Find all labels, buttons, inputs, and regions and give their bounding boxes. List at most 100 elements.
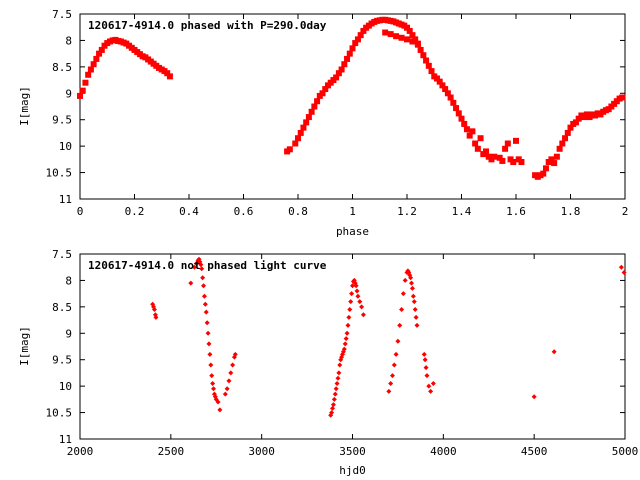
phased-data-point (450, 99, 457, 106)
unphased-data-point (393, 351, 399, 357)
phased-data-point (496, 154, 503, 161)
unphased-data-point (428, 388, 434, 394)
unphased-data-point (230, 362, 236, 368)
phased-data-point (286, 146, 293, 153)
phased-y-tick-label: 9.5 (52, 114, 72, 127)
phased-data-point (518, 159, 525, 165)
unphased-axis-ticks (79, 253, 626, 440)
phased-data-point (556, 145, 563, 152)
phased-data-point (406, 27, 413, 34)
unphased-data-point (208, 362, 214, 368)
unphased-data-point (204, 320, 210, 326)
phased-x-axis-label: phase (336, 225, 369, 238)
unphased-x-tick-label: 5000 (612, 445, 639, 458)
unphased-x-tick-label: 3500 (339, 445, 366, 458)
phased-data-point (98, 46, 105, 53)
unphased-data-point (551, 349, 557, 355)
unphased-data-point (336, 370, 342, 376)
unphased-data-point (422, 357, 428, 363)
phased-data-point (90, 61, 97, 68)
phased-data-point (349, 45, 356, 52)
phased-y-tick-label: 9 (65, 87, 72, 100)
unphased-data-point (354, 288, 360, 294)
unphased-data-point (346, 314, 352, 320)
unphased-data-point (226, 378, 232, 384)
phased-data-point (295, 135, 301, 142)
phased-data-point (303, 119, 310, 126)
phased-data-point (458, 115, 465, 122)
phased-data-point (542, 165, 549, 172)
phased-data-point (474, 145, 481, 152)
unphased-data-point (395, 338, 401, 344)
phased-data-point (308, 108, 315, 115)
phased-data-point (567, 124, 574, 131)
phased-data-point (472, 140, 479, 147)
phased-data-point (87, 66, 94, 73)
phased-data-point (564, 129, 571, 136)
unphased-data-point (353, 283, 359, 289)
phased-data-point (491, 153, 498, 160)
phased-x-tick-label: 1.6 (506, 205, 526, 218)
phased-data-point (447, 94, 454, 101)
unphased-data-point (191, 264, 197, 270)
unphased-data-point (330, 405, 336, 411)
unphased-data-point (342, 341, 348, 347)
phased-data-point (619, 94, 626, 101)
phased-y-tick-label: 7.5 (52, 8, 72, 21)
unphased-y-tick-label: 9.5 (52, 354, 72, 367)
unphased-data-point (348, 299, 354, 305)
phased-data-point (292, 140, 299, 147)
phased-data-point (502, 145, 509, 152)
phased-chart-panel: 0 0.2 0.4 0.6 0.8 1 1.2 1.4 1.6 1.8 2 7.5 8 8.5 9 9.5 1… (18, 8, 628, 238)
unphased-data-point (357, 299, 363, 305)
unphased-data-point (224, 386, 230, 392)
phased-data-point (510, 159, 517, 165)
phased-data-point (77, 92, 83, 99)
unphased-data-point (621, 270, 627, 275)
unphased-x-tick-label: 3000 (248, 445, 275, 458)
phased-data-point (305, 114, 312, 121)
phased-x-tick-label: 0.2 (125, 205, 145, 218)
unphased-data-point (331, 396, 337, 402)
unphased-data-point (217, 407, 223, 413)
unphased-y-tick-label: 11 (59, 433, 72, 446)
phased-data-point (439, 82, 446, 89)
unphased-data-point (205, 330, 211, 336)
unphased-data-point (421, 351, 427, 357)
unphased-data-point (424, 373, 430, 379)
phased-data-point (352, 40, 359, 47)
unphased-data-point (222, 391, 228, 397)
phased-data-point (513, 137, 519, 144)
unphased-data-point (153, 314, 159, 320)
phased-data-point (436, 78, 443, 85)
phased-x-tick-label: 1.2 (397, 205, 417, 218)
unphased-data-point (355, 293, 361, 299)
unphased-data-point (399, 307, 405, 312)
unphased-data-point (360, 312, 366, 318)
phased-x-tick-label: 0.8 (288, 205, 308, 218)
unphased-data-point (151, 307, 157, 312)
phased-data-point (322, 86, 329, 93)
phased-data-point (409, 38, 416, 45)
unphased-data-point (337, 362, 343, 368)
unphased-data-point (400, 291, 406, 297)
unphased-data-point (414, 322, 420, 328)
phased-data-point (548, 156, 555, 163)
phased-data-point (354, 36, 361, 43)
phased-x-tick-label: 0.6 (234, 205, 254, 218)
phased-x-tick-labels: 0 0.2 0.4 0.6 0.8 1 1.2 1.4 1.6 1.8 2 (77, 205, 629, 218)
phased-data-point (335, 70, 342, 77)
unphased-data-point (201, 293, 207, 299)
unphased-y-tick-label: 8.5 (52, 301, 72, 314)
phased-data-point (428, 68, 435, 75)
phased-data-point (575, 115, 582, 122)
unphased-data-point (531, 394, 537, 400)
phased-data-point (387, 31, 394, 38)
phased-data-point (559, 140, 566, 147)
unphased-data-point (408, 275, 414, 281)
phased-data-point (297, 129, 304, 136)
phased-data-point (166, 73, 173, 80)
phased-data-point (314, 98, 321, 105)
